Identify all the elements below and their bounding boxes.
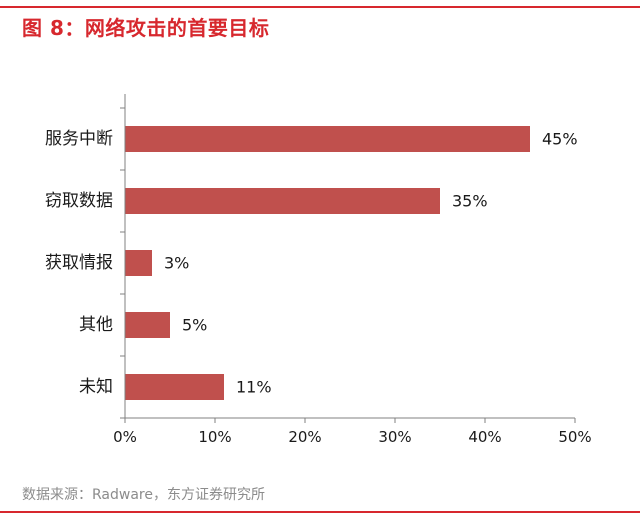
value-label: 35%: [452, 192, 488, 211]
category-label: 未知: [79, 377, 113, 397]
bar-3: [125, 250, 152, 276]
value-label: 45%: [542, 130, 578, 149]
bar-5: [125, 374, 224, 400]
x-tick-label: 0%: [113, 428, 137, 446]
value-label: 5%: [182, 316, 207, 335]
value-label: 11%: [236, 378, 272, 397]
x-tick-label: 20%: [288, 428, 321, 446]
x-tick-label: 40%: [468, 428, 501, 446]
bar-chart: 服务中断 45% 窃取数据 35% 获取情报 3% 其他 5% 未知 11% 0% 10% 20% 30%…: [45, 94, 592, 446]
x-tick-label: 50%: [558, 428, 591, 446]
category-label: 获取情报: [45, 253, 113, 273]
x-tick-label: 30%: [378, 428, 411, 446]
bottom-rule: [0, 511, 640, 513]
x-tick-label: 10%: [198, 428, 231, 446]
value-label: 3%: [164, 254, 189, 273]
source-note: 数据来源：Radware，东方证券研究所: [22, 487, 265, 503]
bar-1: [125, 126, 530, 152]
figure-title: 图 8：网络攻击的首要目标: [22, 16, 270, 40]
category-label: 服务中断: [45, 129, 113, 149]
top-rule: [0, 6, 640, 8]
bar-4: [125, 312, 170, 338]
bar-2: [125, 188, 440, 214]
category-label: 其他: [79, 315, 113, 335]
category-label: 窃取数据: [45, 191, 113, 211]
